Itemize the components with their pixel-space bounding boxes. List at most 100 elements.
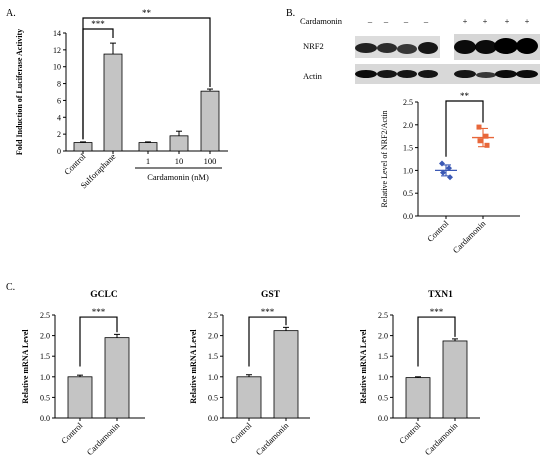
chart-c-txn1-y-axis-title: Relative mRNA Level (359, 329, 368, 404)
chart-b-x-tick-label: Control (425, 218, 451, 244)
chart-c-txn1-x-tick-label: Cardamonin (423, 420, 460, 457)
chart-b-y-tick-label: 0.5 (403, 189, 413, 198)
chart-a-y-tick-label: 4 (57, 113, 61, 122)
chart-b-y-tick-label: 2.5 (403, 98, 413, 107)
chart-a-bar (73, 142, 93, 152)
chart-c-txn1-significance-bracket (417, 316, 456, 367)
chart-c-gst-bar (273, 330, 299, 419)
chart-b-point (446, 165, 452, 172)
blot-lane-sign: + (525, 16, 530, 26)
actin-band (516, 70, 538, 78)
chart-c-gst-y-tick-label: 1.0 (208, 373, 218, 382)
chart-a-group-label: Cardamonin (nM) (147, 172, 209, 182)
chart-c-txn1-y-tick-label: 2.0 (378, 332, 388, 341)
chart-c-txn1-significance-label: *** (430, 307, 444, 317)
chart-a-y-tick-label: 12 (53, 46, 61, 55)
chart-b-y-tick-label: 2.0 (403, 121, 413, 130)
chart-c-txn1-y-tick-label: 1.0 (378, 373, 388, 382)
blot-lane-sign: + (483, 16, 488, 26)
actin-band (476, 72, 496, 78)
chart-c-gst-significance-bracket (248, 316, 287, 367)
chart-c-gclc-x-tick-label: Control (59, 420, 85, 446)
chart-a-bar (138, 142, 158, 152)
panel-c-label: C. (6, 282, 15, 293)
chart-c-gclc-y-axis-title: Relative mRNA Level (21, 329, 30, 404)
chart-c-gclc-y-tick-label: 2.0 (40, 332, 50, 341)
chart-a-significance-bracket (82, 17, 211, 140)
chart-b-point (477, 138, 483, 144)
actin-band (454, 70, 476, 78)
chart-c-txn1-title: TXN1 (428, 290, 453, 300)
blot-lane-sign: – (367, 16, 373, 26)
chart-c-gclc: 0.0 0.5 1.0 1.5 2.0 2.5 Relative mRNA Level GCL… (21, 290, 145, 457)
blot-treatment-label: Cardamonin (300, 16, 343, 26)
band-label-nrf2: NRF2 (303, 41, 324, 51)
blot-lane-sign: – (383, 16, 389, 26)
chart-a-y-axis-title: Fold Induction of Luciferase Activity (15, 29, 24, 155)
nrf2-band (475, 40, 497, 54)
blot-lane-sign: – (403, 16, 409, 26)
chart-a-luciferase: 0 2 4 6 8 10 12 14 Fold Induction of Luciferase … (15, 8, 228, 190)
chart-b-point (440, 169, 446, 176)
chart-c-txn1-bar (405, 377, 431, 419)
chart-c-gclc-bar (104, 337, 130, 419)
chart-c-txn1-y-tick-label: 2.5 (378, 311, 388, 320)
chart-a-y-tick-label: 0 (57, 147, 61, 156)
chart-a-bar (200, 90, 220, 152)
chart-a-y-tick-label: 2 (57, 130, 61, 139)
chart-c-gst-x-tick-label: Control (228, 420, 254, 446)
chart-c-gclc-y-tick-label: 1.0 (40, 373, 50, 382)
chart-a-y-tick-label: 6 (57, 96, 61, 105)
chart-c-gst-y-tick-label: 0.0 (208, 414, 218, 423)
panel-a-label: A. (6, 8, 16, 19)
actin-band (418, 70, 438, 78)
nrf2-band (418, 42, 438, 54)
chart-c-gclc-x-tick-label: Cardamonin (85, 420, 122, 457)
chart-b-point (476, 124, 482, 130)
band-label-actin: Actin (303, 71, 323, 81)
chart-c-gclc-bar (67, 376, 93, 419)
chart-b-significance-bracket (445, 100, 484, 157)
blot-lane-sign: + (505, 16, 510, 26)
western-blot: Cardamonin – – – – + + + + NRF2 Actin (300, 16, 540, 84)
chart-a-bar (103, 53, 123, 152)
chart-a-x-tick-label: 100 (204, 156, 217, 166)
chart-c-txn1-y-tick-label: 0.5 (378, 393, 388, 402)
chart-b-significance-label: ** (460, 91, 470, 101)
chart-c-gst: 0.0 0.5 1.0 1.5 2.0 2.5 Relative mRNA Level GST… (189, 290, 310, 457)
chart-a-x-tick-label: 10 (175, 156, 184, 166)
chart-c-gst-y-tick-label: 1.5 (208, 352, 218, 361)
chart-c-gst-y-tick-label: 2.0 (208, 332, 218, 341)
chart-c-txn1-x-tick-label: Control (397, 420, 423, 446)
blot-lane-sign: + (463, 16, 468, 26)
nrf2-band (516, 38, 538, 54)
chart-b-point (447, 174, 453, 181)
chart-c-gclc-y-tick-label: 0.5 (40, 393, 50, 402)
chart-c-gst-y-tick-label: 0.5 (208, 393, 218, 402)
nrf2-band (397, 44, 417, 54)
chart-b-x-tick-label: Cardamonin (451, 218, 488, 255)
chart-a-x-tick-label: Control (62, 151, 88, 177)
actin-band (377, 70, 397, 78)
chart-b-y-tick-label: 1.5 (403, 144, 413, 153)
nrf2-membrane-control (355, 36, 440, 58)
chart-b-point (484, 142, 490, 148)
chart-a-y-tick-label: 14 (53, 29, 61, 38)
chart-b-y-axis-title: Relative Level of NRF2/Actin (380, 110, 389, 207)
chart-a-significance-label: *** (91, 19, 105, 29)
chart-c-gst-bar (236, 376, 262, 419)
chart-b-y-tick-label: 1.0 (403, 166, 413, 175)
nrf2-band (355, 43, 377, 53)
chart-c-gclc-significance-bracket (79, 316, 118, 367)
chart-a-y-tick-label: 10 (53, 63, 61, 72)
chart-c-txn1-y-tick-label: 1.5 (378, 352, 388, 361)
nrf2-band (377, 43, 397, 53)
chart-b-y-tick-label: 0.0 (403, 212, 413, 221)
chart-b-point (483, 133, 489, 139)
chart-c-txn1-y-tick-label: 0.0 (378, 414, 388, 423)
chart-c-txn1-bar (442, 340, 468, 419)
chart-c-gst-title: GST (261, 290, 281, 300)
chart-c-gclc-title: GCLC (90, 290, 118, 300)
chart-c-gst-y-tick-label: 2.5 (208, 311, 218, 320)
actin-band (495, 70, 517, 78)
